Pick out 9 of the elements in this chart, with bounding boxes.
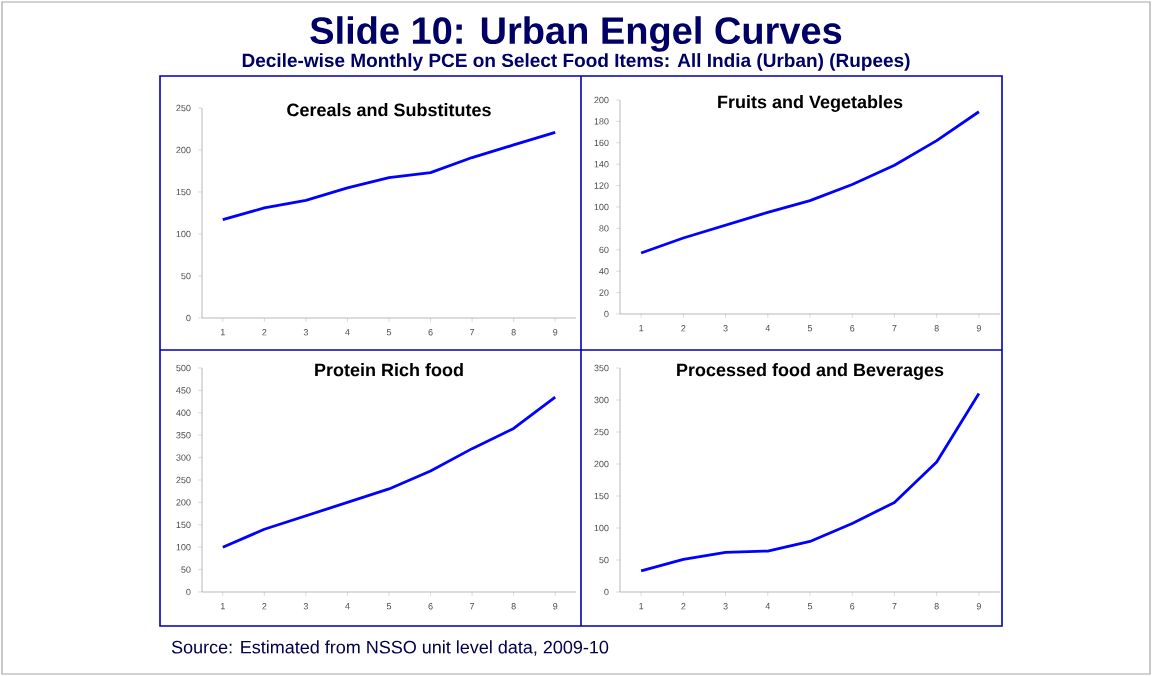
chart-title: Cereals and Substitutes xyxy=(287,103,491,117)
chart-title: Fruits and Vegetables xyxy=(718,95,903,112)
source-note: Source: Estimated from NSSO unit level data, 2009-10 xyxy=(171,640,609,656)
text: Slide 10: Urban Engel Curves xyxy=(310,16,842,52)
line-series xyxy=(221,130,557,222)
chart-title: Processed food and Beverages xyxy=(677,363,944,380)
line-series xyxy=(639,392,981,573)
chart-title: Protein Rich food xyxy=(315,363,463,377)
text: Decile-wise Monthly PCE on Select Food Items: All India (Urban) (Rupees) xyxy=(242,53,910,71)
